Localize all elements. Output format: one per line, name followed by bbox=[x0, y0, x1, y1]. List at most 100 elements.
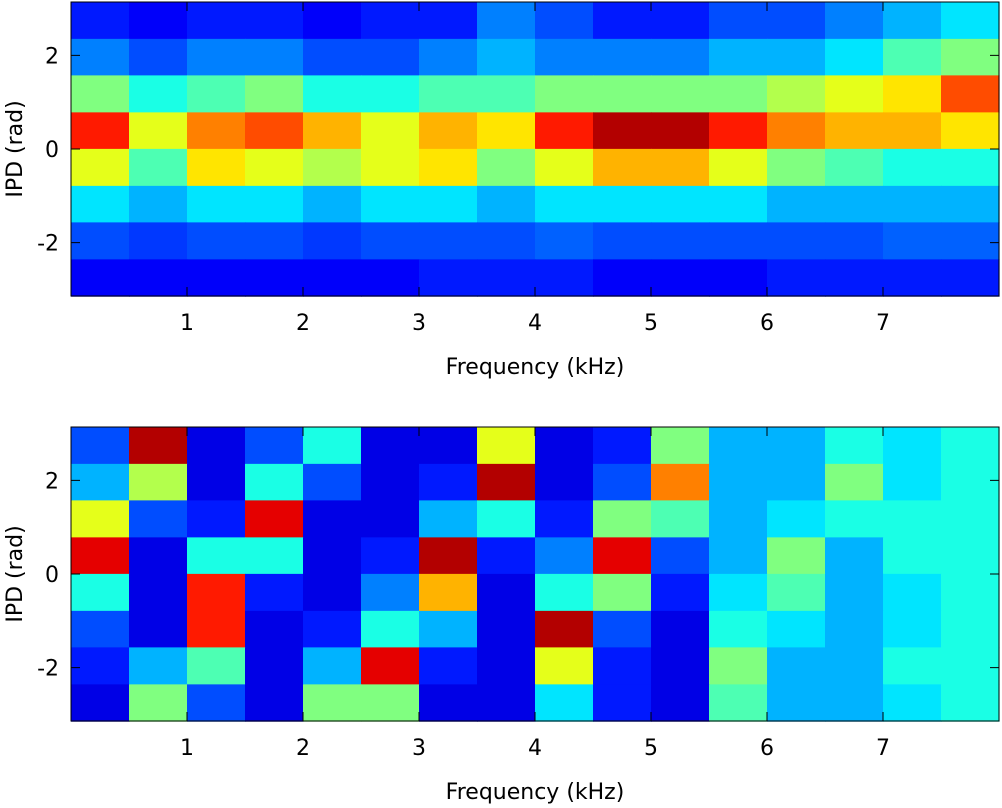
heatmap-cell bbox=[535, 500, 594, 538]
heatmap-cell bbox=[303, 222, 362, 260]
heatmap-cell bbox=[303, 75, 362, 113]
heatmap-cell bbox=[593, 75, 652, 113]
heatmap-cell bbox=[71, 75, 130, 113]
heatmap-cell bbox=[941, 610, 1000, 649]
heatmap-cell bbox=[825, 610, 884, 649]
heatmap-cell bbox=[825, 500, 884, 538]
heatmap-cell bbox=[245, 38, 304, 77]
heatmap-cell bbox=[129, 75, 188, 113]
heatmap-cell bbox=[651, 75, 710, 113]
heatmap-cell bbox=[709, 426, 768, 465]
heatmap-cell bbox=[187, 38, 246, 77]
heatmap-cell bbox=[651, 1, 710, 40]
y-tick-label: 0 bbox=[45, 138, 59, 163]
heatmap-cell bbox=[593, 426, 652, 465]
heatmap-cell bbox=[593, 1, 652, 40]
heatmap-cell bbox=[419, 185, 478, 224]
heatmap-cell bbox=[767, 610, 826, 649]
heatmap-cell bbox=[361, 1, 420, 40]
heatmap-cell bbox=[419, 647, 478, 685]
heatmap-cell bbox=[651, 537, 710, 575]
heatmap-cell bbox=[709, 75, 768, 113]
heatmap-cell bbox=[419, 537, 478, 575]
heatmap-cell bbox=[361, 112, 420, 150]
heatmap-cell bbox=[709, 38, 768, 77]
heatmap-cell bbox=[361, 537, 420, 575]
heatmap-cell bbox=[245, 463, 304, 502]
heatmap-cell bbox=[709, 1, 768, 40]
heatmap-cell bbox=[303, 463, 362, 502]
heatmap-cell bbox=[245, 684, 304, 722]
heatmap-cell bbox=[361, 222, 420, 260]
heatmap-cell bbox=[129, 463, 188, 502]
heatmap-cell bbox=[477, 500, 536, 538]
heatmap-cell bbox=[187, 463, 246, 502]
heatmap-cell bbox=[941, 75, 1000, 113]
heatmap-cell bbox=[187, 573, 246, 612]
heatmap-cell bbox=[651, 463, 710, 502]
heatmap-cell bbox=[825, 647, 884, 685]
heatmap-cell bbox=[71, 647, 130, 685]
heatmap-cell bbox=[245, 112, 304, 150]
heatmap-cell bbox=[129, 222, 188, 260]
x-tick-label: 3 bbox=[412, 736, 426, 761]
heatmap-cell bbox=[477, 573, 536, 612]
heatmap-cell bbox=[709, 610, 768, 649]
heatmap-cell bbox=[129, 185, 188, 224]
heatmap-cell bbox=[245, 426, 304, 465]
heatmap-cell bbox=[825, 259, 884, 297]
heatmap-cell bbox=[709, 537, 768, 575]
heatmap-cell bbox=[245, 537, 304, 575]
heatmap-cell bbox=[709, 222, 768, 260]
x-tick-label: 7 bbox=[876, 311, 890, 336]
heatmap-cell bbox=[419, 148, 478, 187]
heatmap-cell bbox=[593, 222, 652, 260]
heatmap-cell bbox=[187, 75, 246, 113]
y-tick-label: -2 bbox=[37, 232, 59, 257]
heatmap-cell bbox=[941, 573, 1000, 612]
heatmap-cell bbox=[477, 112, 536, 150]
heatmap-cell bbox=[883, 500, 942, 538]
heatmap-cell bbox=[535, 222, 594, 260]
heatmap-cell bbox=[651, 426, 710, 465]
heatmap-cell bbox=[419, 1, 478, 40]
heatmap-cell bbox=[593, 610, 652, 649]
heatmap-cell bbox=[361, 684, 420, 722]
heatmap-cell bbox=[71, 112, 130, 150]
heatmap-cell bbox=[941, 185, 1000, 224]
heatmap-cell bbox=[245, 259, 304, 297]
heatmap-cell bbox=[767, 537, 826, 575]
heatmap-cell bbox=[535, 463, 594, 502]
heatmap-cell bbox=[941, 463, 1000, 502]
heatmap-cell bbox=[187, 426, 246, 465]
heatmap-cell bbox=[883, 647, 942, 685]
heatmap-cell bbox=[883, 463, 942, 502]
y-tick-label: 2 bbox=[45, 469, 59, 494]
heatmap-cell bbox=[825, 426, 884, 465]
heatmap-cell bbox=[941, 647, 1000, 685]
heatmap-cell bbox=[71, 1, 130, 40]
heatmap-cell bbox=[767, 500, 826, 538]
heatmap-cell bbox=[361, 647, 420, 685]
heatmap-cell bbox=[477, 463, 536, 502]
heatmap-cell bbox=[71, 537, 130, 575]
heatmap-cell bbox=[825, 75, 884, 113]
heatmap-cell bbox=[187, 1, 246, 40]
heatmap-cell bbox=[651, 38, 710, 77]
heatmap-cell bbox=[883, 610, 942, 649]
heatmap-cell bbox=[825, 112, 884, 150]
heatmap-cell bbox=[129, 500, 188, 538]
heatmap-cell bbox=[651, 610, 710, 649]
x-tick-label: 5 bbox=[644, 736, 658, 761]
heatmap-cell bbox=[361, 610, 420, 649]
heatmap-cell bbox=[825, 185, 884, 224]
heatmap-cell bbox=[883, 38, 942, 77]
heatmap-cell bbox=[187, 222, 246, 260]
heatmap-cell bbox=[535, 38, 594, 77]
heatmap-cell bbox=[187, 537, 246, 575]
heatmap-cell bbox=[187, 500, 246, 538]
heatmap-cell bbox=[419, 75, 478, 113]
x-axis-label: Frequency (kHz) bbox=[446, 780, 625, 805]
heatmap-cell bbox=[303, 38, 362, 77]
